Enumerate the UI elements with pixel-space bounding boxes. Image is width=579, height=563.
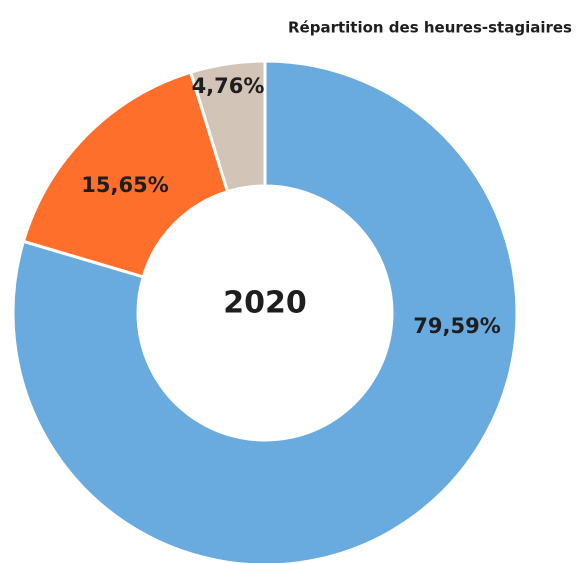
center-label: 2020 <box>223 286 307 321</box>
data-label: 15,65% <box>81 173 168 197</box>
donut-segment <box>188 59 267 194</box>
chart-title: Répartition des heures-stagiaires <box>288 19 572 37</box>
donut-segment <box>21 70 230 279</box>
donut-segment <box>11 59 519 563</box>
data-label: 4,76% <box>192 74 265 98</box>
data-label: 79,59% <box>413 314 500 338</box>
